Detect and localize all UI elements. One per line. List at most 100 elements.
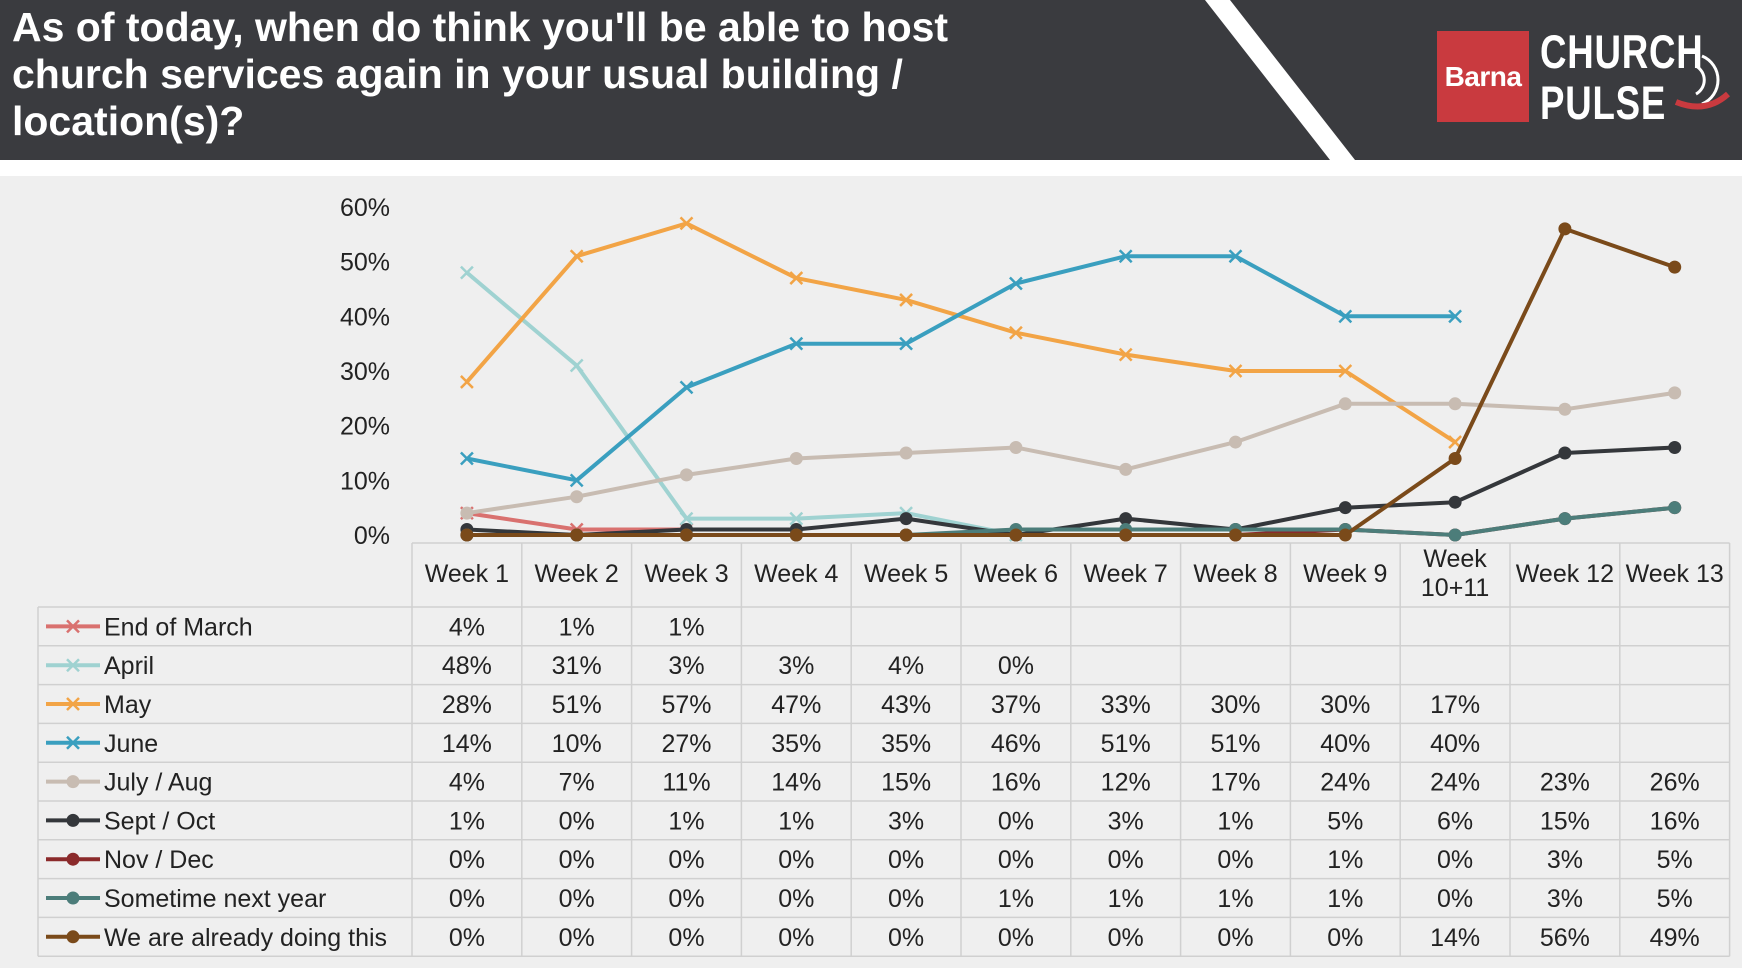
church-pulse-logo-line1: CHURCH — [1540, 25, 1704, 78]
table-cell-value: 26% — [1650, 769, 1700, 797]
x-tick-label: Week 12 — [1516, 560, 1614, 588]
data-point — [679, 380, 694, 395]
table-cell-value: 0% — [778, 924, 814, 952]
table-cell-value: 1% — [1217, 885, 1253, 913]
series-line — [466, 511, 687, 532]
legend-key-marker — [66, 697, 80, 711]
series-we-are-already-doing-this — [460, 222, 1682, 542]
x-tick-label: Week 1 — [425, 560, 509, 588]
data-point — [570, 528, 584, 542]
data-point — [789, 528, 803, 542]
table-cell-value: 0% — [888, 885, 924, 913]
table-cell-value: 14% — [1430, 924, 1480, 952]
table-cell-value: 0% — [559, 846, 595, 874]
data-point — [1448, 495, 1462, 509]
table-cell-value: 28% — [442, 691, 492, 719]
table-cell-value: 0% — [1217, 924, 1253, 952]
legend-key-marker — [66, 930, 80, 944]
table-cell-value: 0% — [668, 846, 704, 874]
legend-key-marker — [66, 619, 80, 634]
table-cell-value: 1% — [668, 807, 704, 835]
data-point — [1228, 364, 1243, 378]
data-point — [899, 528, 913, 542]
table-cell-value: 5% — [1657, 885, 1693, 913]
table-cell-value: 0% — [668, 924, 704, 952]
legend-label: May — [104, 691, 152, 719]
series-april — [460, 265, 1023, 542]
table-cell-value: 46% — [991, 730, 1041, 758]
data-point — [569, 358, 584, 373]
data-point — [460, 375, 474, 389]
legend-key-marker — [66, 775, 80, 789]
data-point — [1009, 441, 1023, 455]
table-cell-value: 51% — [1210, 730, 1260, 758]
data-point — [1668, 260, 1682, 274]
table-cell-value: 48% — [442, 652, 492, 680]
table-cell-value: 24% — [1430, 769, 1480, 797]
data-point — [679, 216, 694, 231]
data-point — [570, 490, 584, 504]
table-cell-value: 3% — [1547, 885, 1583, 913]
table-cell-value: 12% — [1101, 769, 1151, 797]
table-cell-value: 30% — [1320, 691, 1370, 719]
data-point — [1558, 402, 1572, 416]
table-cell-value: 31% — [552, 652, 602, 680]
table-cell-value: 27% — [661, 730, 711, 758]
legend-label: End of March — [104, 613, 253, 641]
data-point — [789, 271, 804, 285]
table-cell-value: 5% — [1327, 807, 1363, 835]
legend-label: April — [104, 652, 154, 680]
table-cell-value: 0% — [778, 885, 814, 913]
data-point — [1668, 386, 1682, 400]
table-cell-value: 0% — [1437, 846, 1473, 874]
data-point — [899, 446, 913, 460]
table-cell-value: 30% — [1210, 691, 1260, 719]
data-point — [1338, 309, 1353, 324]
data-point — [1558, 446, 1572, 460]
data-point — [1448, 309, 1462, 324]
table-cell-value: 1% — [998, 885, 1034, 913]
data-point — [1119, 528, 1133, 542]
table-cell-value: 40% — [1320, 730, 1370, 758]
data-point — [1009, 325, 1023, 340]
table-cell-value: 6% — [1437, 807, 1473, 835]
table-cell-value: 0% — [559, 885, 595, 913]
table-cell-value: 15% — [881, 769, 931, 797]
table-cell-value: 17% — [1210, 769, 1260, 797]
table-cell-value: 0% — [1108, 924, 1144, 952]
legend-key-marker — [66, 813, 80, 827]
data-point — [1448, 528, 1462, 542]
table-cell-value: 0% — [449, 924, 485, 952]
y-tick-label: 0% — [354, 522, 390, 550]
series-line — [466, 226, 1676, 537]
table-cell-value: 5% — [1657, 846, 1693, 874]
data-point — [1118, 249, 1133, 264]
series-may — [460, 216, 1462, 449]
data-point — [1338, 397, 1352, 411]
table-cell-value: 7% — [559, 769, 595, 797]
table-cell-value: 40% — [1430, 730, 1480, 758]
data-point — [899, 336, 913, 351]
data-point — [1558, 222, 1572, 236]
table-cell-value: 16% — [1650, 807, 1700, 835]
data-point — [899, 512, 913, 526]
data-point — [1229, 435, 1242, 449]
data-point — [569, 249, 584, 264]
legend-label: Sometime next year — [104, 885, 326, 913]
table-cell-value: 43% — [881, 691, 931, 719]
x-tick-label: Week 5 — [864, 560, 948, 588]
barna-logo: Barna — [1437, 31, 1529, 122]
table-cell-value: 4% — [888, 652, 924, 680]
table-cell-value: 0% — [998, 846, 1034, 874]
series-july-aug — [460, 386, 1682, 520]
table-cell-value: 0% — [998, 807, 1034, 835]
data-point — [789, 511, 804, 526]
series-june — [460, 249, 1462, 488]
table-cell-value: 3% — [778, 652, 814, 680]
table-cell-value: 56% — [1540, 924, 1590, 952]
table-cell-value: 0% — [559, 924, 595, 952]
table-cell-value: 0% — [449, 846, 485, 874]
table-cell-value: 3% — [1547, 846, 1583, 874]
x-tick-label: Week 7 — [1084, 560, 1168, 588]
y-tick-label: 20% — [340, 413, 390, 441]
